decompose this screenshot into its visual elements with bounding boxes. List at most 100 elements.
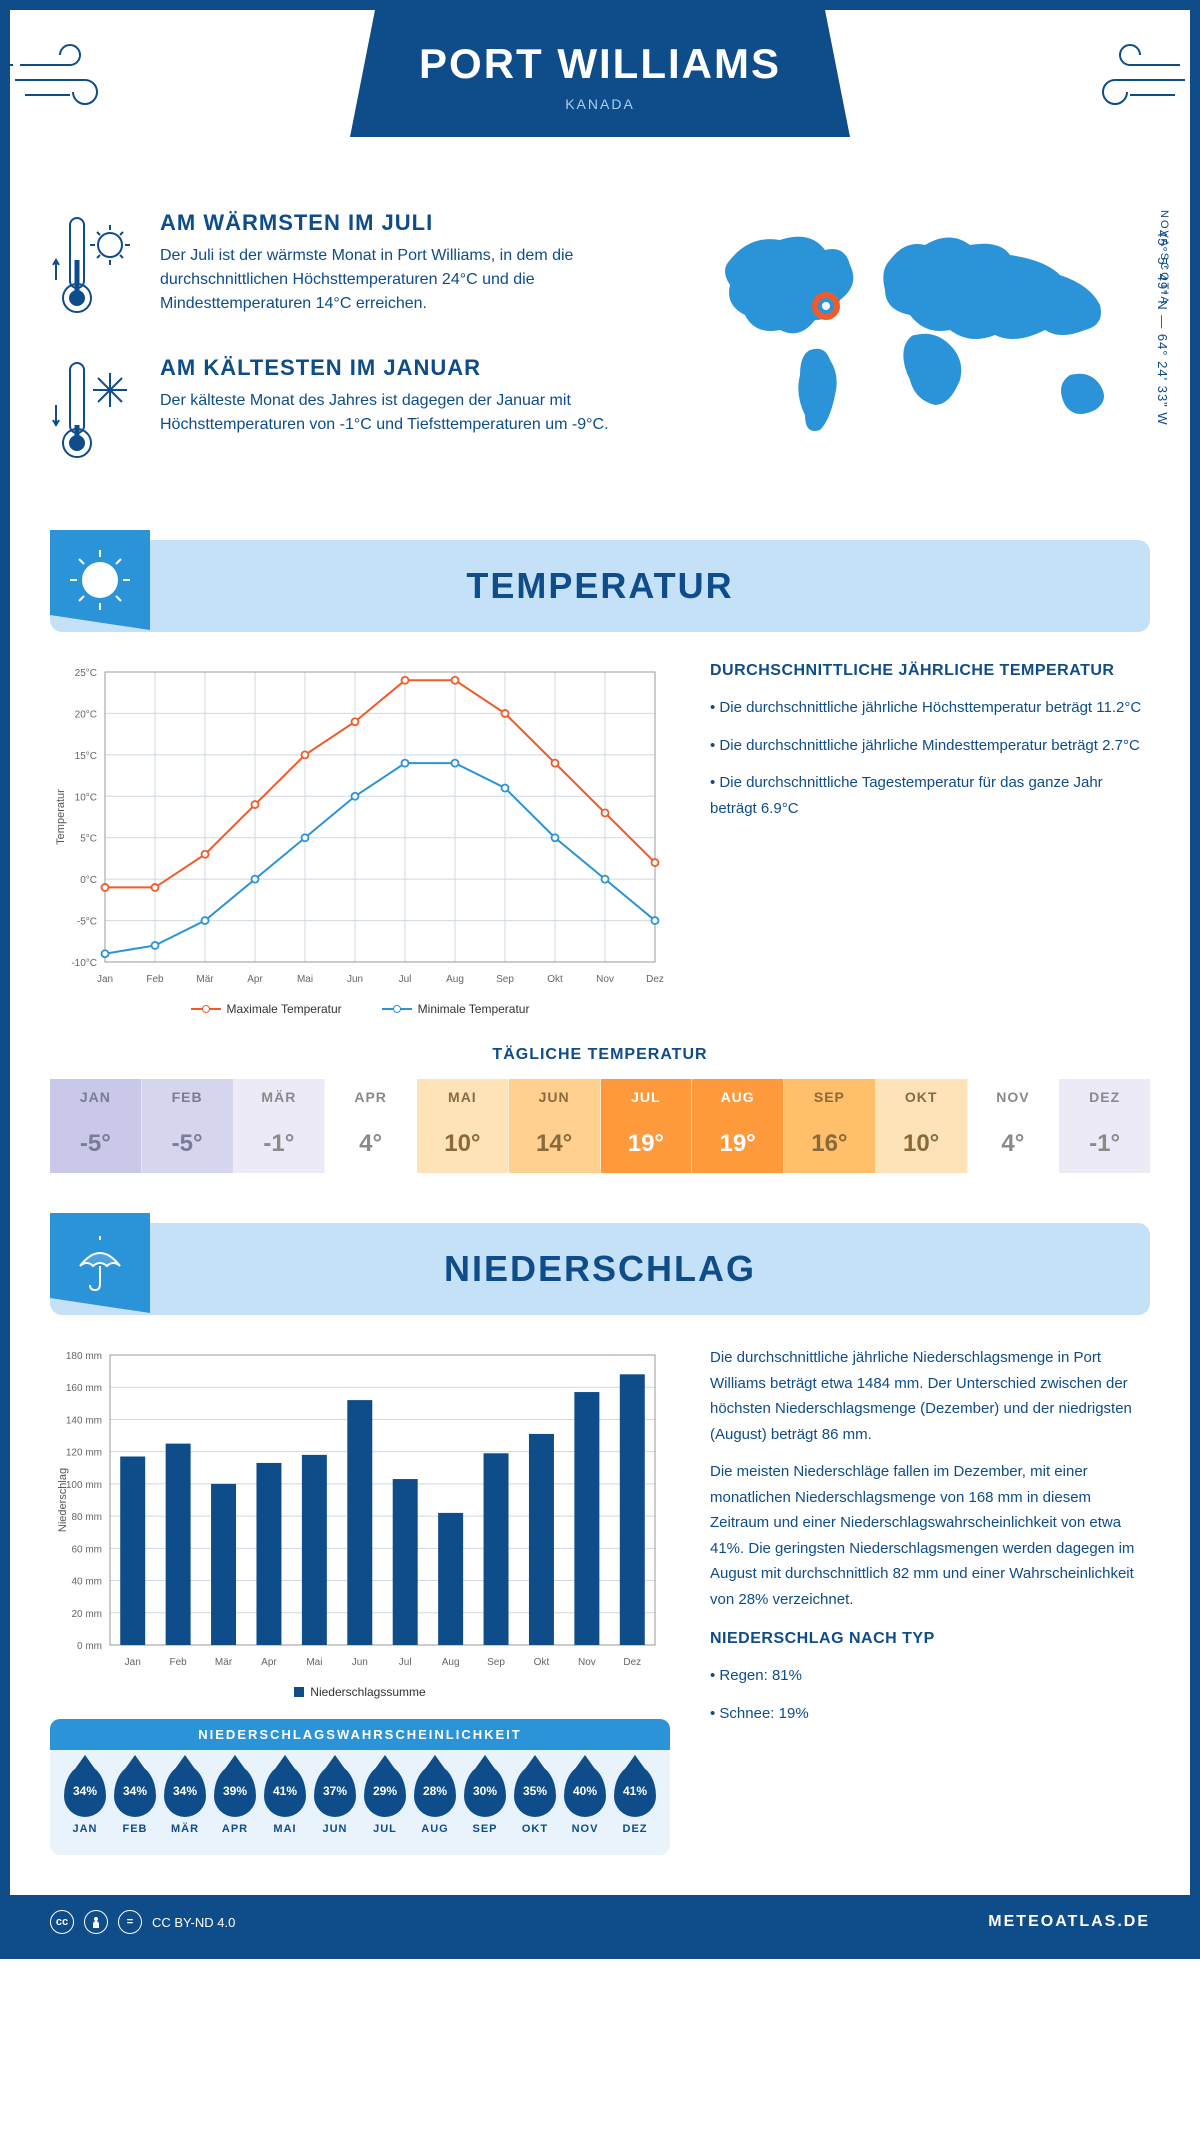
license-label: CC BY-ND 4.0 [152,1915,235,1930]
precip-drop-item: 34%FEB [110,1765,160,1835]
precip-drop-icon: 40% [564,1765,606,1817]
svg-text:Mär: Mär [215,1657,233,1668]
warmest-text: Der Juli ist der wärmste Monat in Port W… [160,244,660,316]
daily-temp-cell: JUN14° [509,1079,601,1173]
precip-drop-item: 34%JAN [60,1765,110,1835]
daily-temp-value: -1° [234,1115,325,1173]
precip-drop-month: DEZ [610,1823,660,1835]
precip-drop-icon: 29% [364,1765,406,1817]
precip-drop-month: JUL [360,1823,410,1835]
thermometer-sun-icon [50,210,140,325]
svg-text:Temperatur: Temperatur [55,789,67,845]
daily-temp-value: 16° [784,1115,875,1173]
svg-text:Dez: Dez [646,974,664,985]
cc-nd-icon: = [118,1910,142,1934]
svg-text:Okt: Okt [547,974,563,985]
svg-text:Okt: Okt [534,1657,550,1668]
svg-text:Apr: Apr [247,974,263,985]
precip-drop-item: 41% MAI [260,1765,310,1835]
daily-temp-value: 14° [509,1115,600,1173]
temperature-banner: TEMPERATUR [50,540,1150,632]
coldest-text: Der kälteste Monat des Jahres ist dagege… [160,389,660,437]
daily-temp-cell: MÄR-1° [234,1079,326,1173]
world-map [700,210,1150,450]
temperature-side-title: DURCHSCHNITTLICHE JÄHRLICHE TEMPERATUR [710,662,1150,680]
cc-by-icon [84,1910,108,1934]
cc-icon: cc [50,1910,74,1934]
precip-drop-month: MAI [260,1823,310,1835]
precip-drop-month: SEP [460,1823,510,1835]
precip-drop-icon: 28% [414,1765,456,1817]
svg-text:-10°C: -10°C [71,958,97,969]
svg-text:Mai: Mai [297,974,313,985]
daily-temp-cell: OKT10° [876,1079,968,1173]
precip-text-2: Die meisten Niederschläge fallen im Deze… [710,1459,1150,1612]
precip-drop-item: 30% SEP [460,1765,510,1835]
precip-drop-month: FEB [110,1823,160,1835]
temperature-bullet: • Die durchschnittliche jährliche Mindes… [710,733,1150,759]
temperature-side-text: DURCHSCHNITTLICHE JÄHRLICHE TEMPERATUR •… [710,662,1150,1016]
svg-text:0°C: 0°C [80,875,97,886]
precip-legend-label: Niederschlagssumme [310,1685,425,1699]
precip-drop-month: JUN [310,1823,360,1835]
daily-temp-cell: NOV4° [968,1079,1060,1173]
precip-drop-item: 35%OKT [510,1765,560,1835]
intro-section: AM WÄRMSTEN IM JULI Der Juli ist der wär… [50,210,1150,500]
daily-temp-month: NOV [968,1079,1059,1115]
daily-temp-value: 10° [417,1115,508,1173]
daily-temp-value: -5° [142,1115,233,1173]
daily-temp-cell: JAN-5° [50,1079,142,1173]
svg-text:Apr: Apr [261,1657,277,1668]
temperature-chart: -10°C-5°C0°C5°C10°C15°C20°C25°CJanFebMär… [50,662,670,1016]
svg-text:180 mm: 180 mm [66,1351,102,1362]
precip-drop-icon: 41% [264,1765,306,1817]
svg-text:Aug: Aug [446,974,464,985]
svg-text:Sep: Sep [487,1657,505,1668]
precip-drop-icon: 35% [514,1765,556,1817]
svg-text:160 mm: 160 mm [66,1383,102,1394]
temperature-title: TEMPERATUR [80,565,1120,607]
coldest-title: AM KÄLTESTEN IM JANUAR [160,355,660,381]
daily-temp-value: 19° [601,1115,692,1173]
precip-prob-title: NIEDERSCHLAGSWAHRSCHEINLICHKEIT [50,1719,670,1750]
svg-text:Feb: Feb [146,974,164,985]
svg-text:20 mm: 20 mm [71,1609,102,1620]
precip-probability: NIEDERSCHLAGSWAHRSCHEINLICHKEIT 34%JAN34… [50,1719,670,1855]
daily-temp-cell: APR4° [325,1079,417,1173]
svg-text:Feb: Feb [170,1657,188,1668]
wind-icon-left [10,40,130,120]
precip-drop-icon: 30% [464,1765,506,1817]
header: PORT WILLIAMS KANADA [10,10,1190,210]
svg-text:20°C: 20°C [75,709,97,720]
daily-temp-cell: SEP16° [784,1079,876,1173]
daily-temp-value: 19° [692,1115,783,1173]
svg-text:Jan: Jan [97,974,113,985]
precip-drop-icon: 41% [614,1765,656,1817]
wind-icon-right [1070,40,1190,120]
precip-legend: Niederschlagssumme [50,1685,670,1699]
legend-min-label: Minimale Temperatur [418,1002,530,1016]
svg-text:Jan: Jan [125,1657,141,1668]
precip-type-title: NIEDERSCHLAG NACH TYP [710,1630,1150,1648]
daily-temp-value: 4° [968,1115,1059,1173]
daily-temp-cell: FEB-5° [142,1079,234,1173]
precip-title: NIEDERSCHLAG [80,1248,1120,1290]
daily-temp-month: JAN [50,1079,141,1115]
precip-drop-icon: 34% [164,1765,206,1817]
precip-drop-item: 40%NOV [560,1765,610,1835]
daily-temp-value: -1° [1059,1115,1150,1173]
daily-temp-cell: AUG19° [692,1079,784,1173]
svg-text:100 mm: 100 mm [66,1480,102,1491]
daily-temp-month: AUG [692,1079,783,1115]
precip-drop-icon: 39% [214,1765,256,1817]
daily-temp-cell: DEZ-1° [1059,1079,1150,1173]
svg-text:Jul: Jul [399,1657,412,1668]
thermometer-snow-icon [50,355,140,470]
daily-temp-value: 4° [325,1115,416,1173]
daily-temp-cell: MAI10° [417,1079,509,1173]
svg-text:Jul: Jul [399,974,412,985]
title-banner: PORT WILLIAMS KANADA [350,10,850,137]
precip-banner: NIEDERSCHLAG [50,1223,1150,1315]
precip-text-1: Die durchschnittliche jährliche Niedersc… [710,1345,1150,1447]
precip-drop-month: MÄR [160,1823,210,1835]
